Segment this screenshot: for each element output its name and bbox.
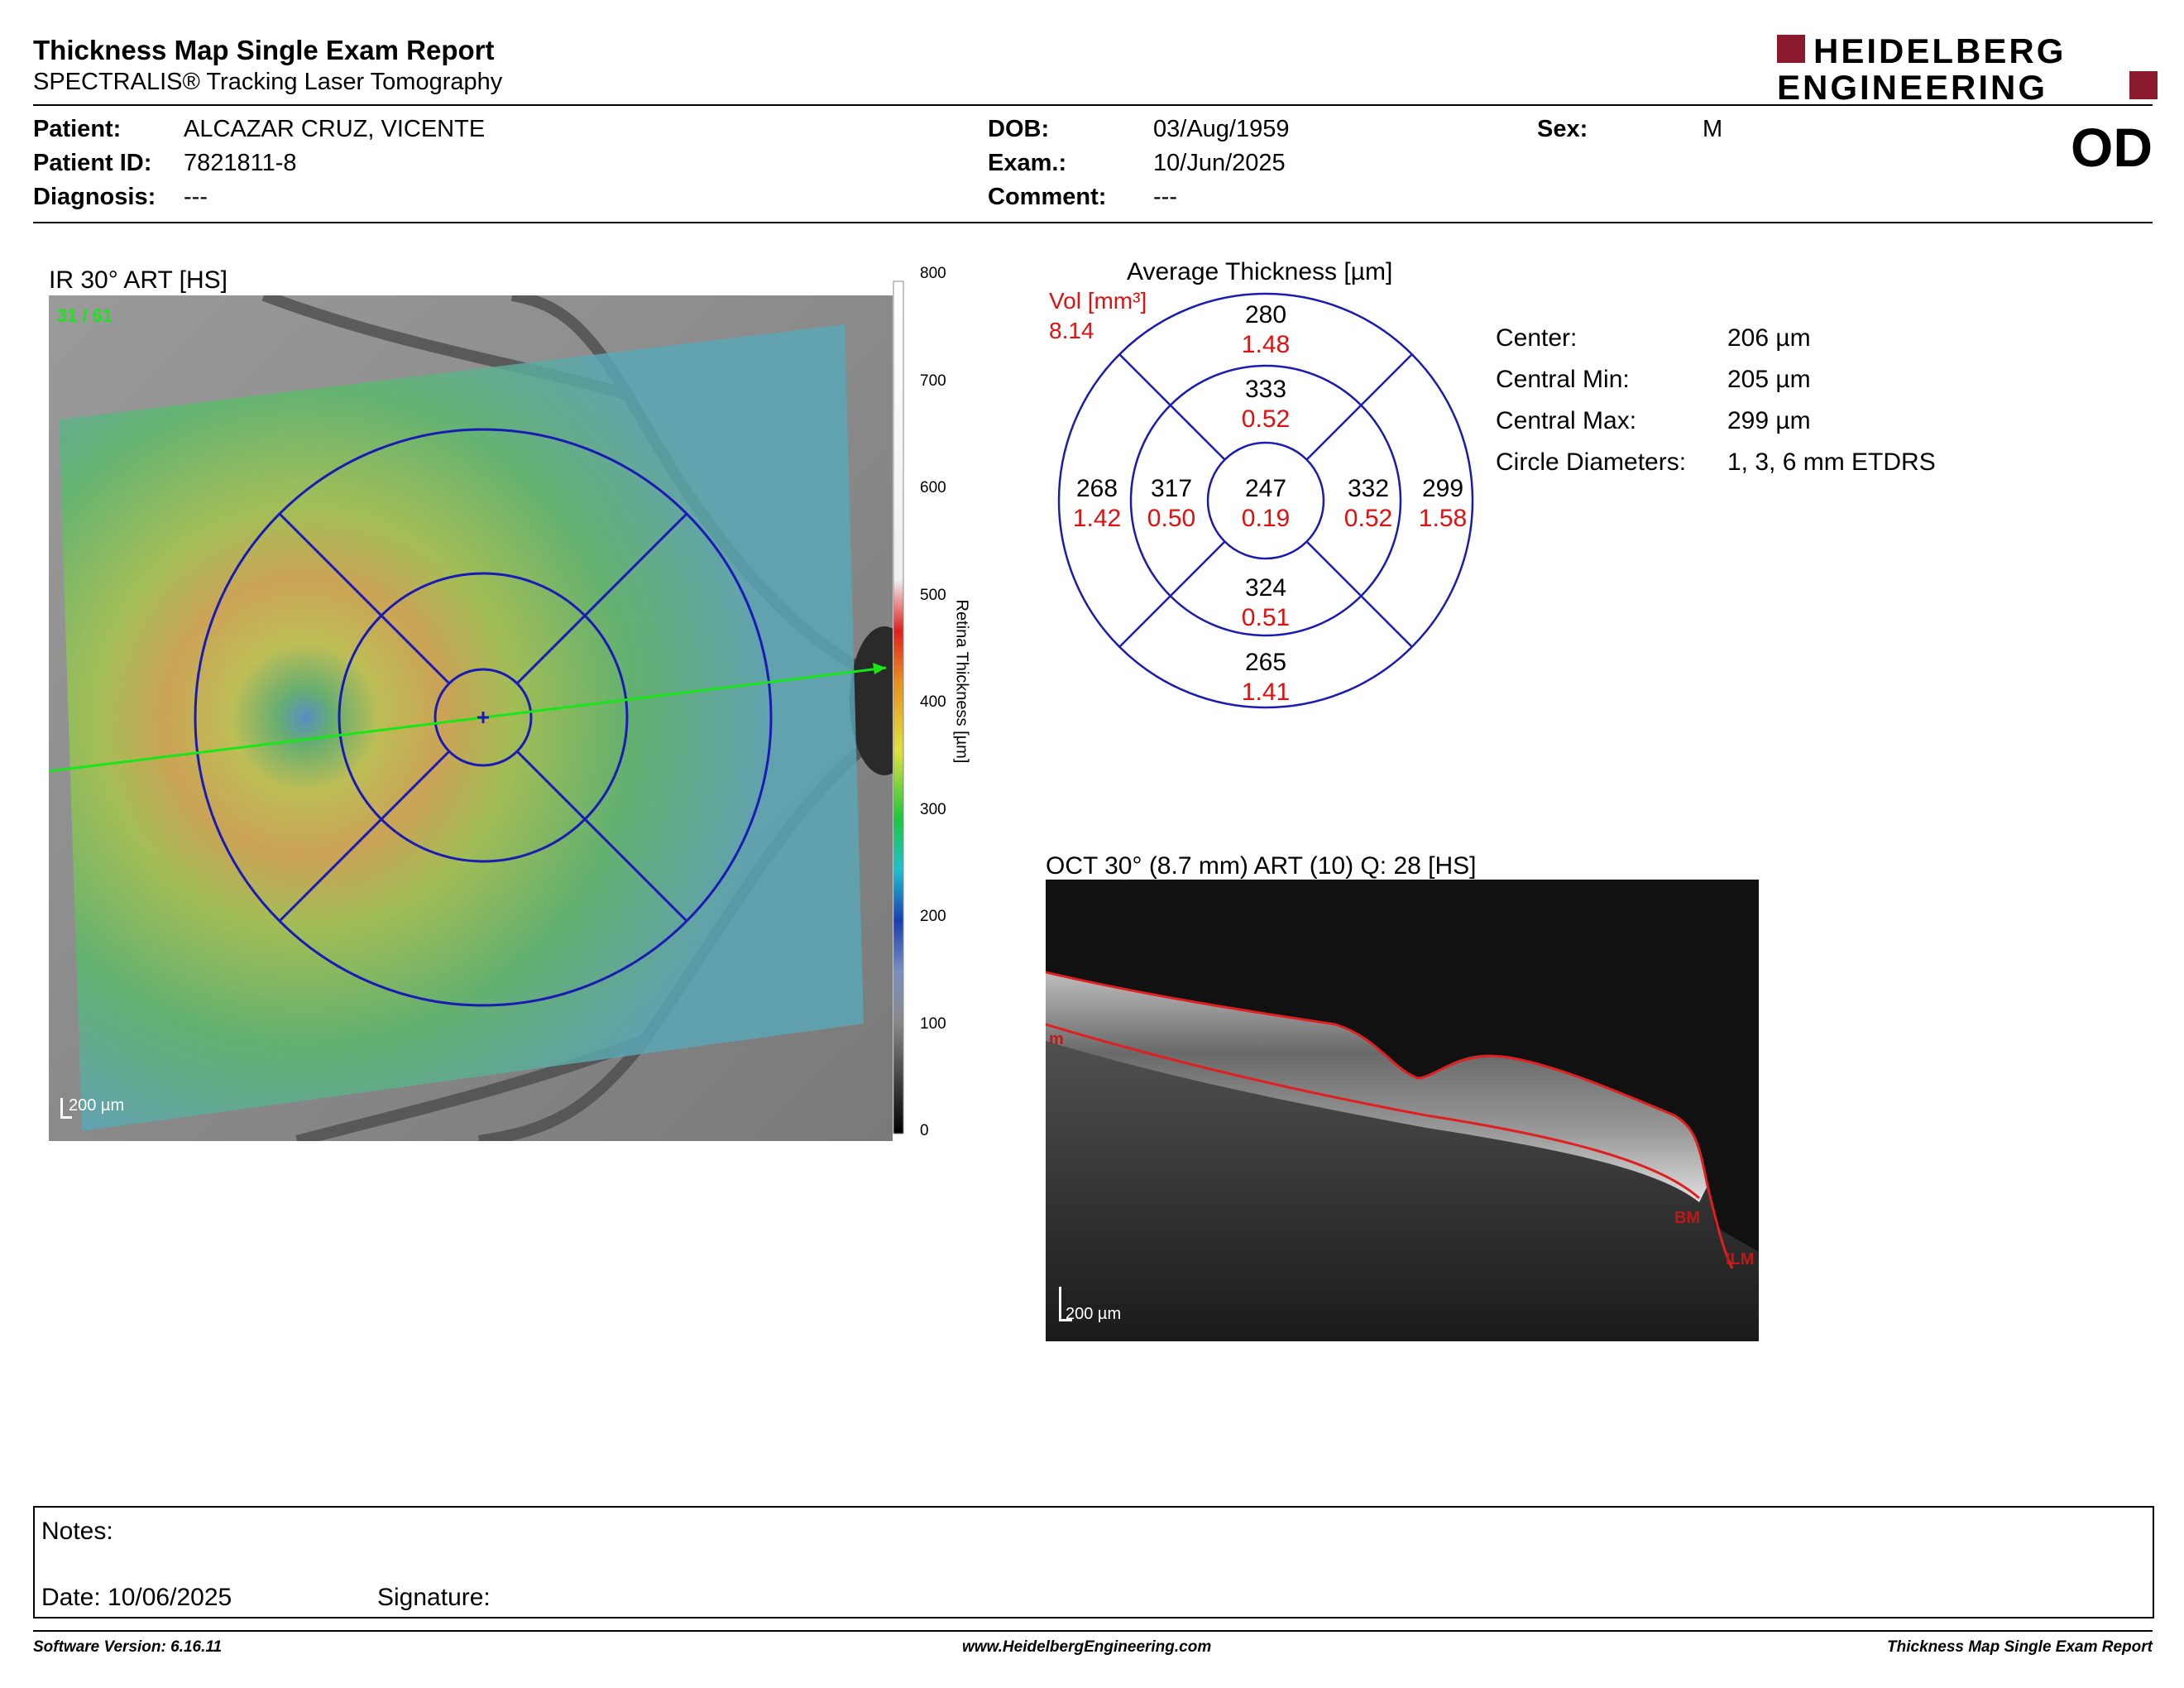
inner-superior-volume: 0.52 (1241, 405, 1291, 433)
inner-temporal-volume: 0.50 (1147, 505, 1196, 532)
inner-nasal-thickness: 332 (1347, 475, 1390, 502)
center-thickness: 247 (1244, 475, 1287, 502)
sex-label: Sex: (1537, 116, 1588, 142)
signature-label: Signature: (377, 1584, 491, 1611)
date-label: Date: 10/06/2025 (41, 1584, 232, 1611)
notes-label: Notes: (41, 1518, 113, 1545)
oct-title: OCT 30° (8.7 mm) ART (10) Q: 28 [HS] (1046, 852, 1477, 880)
eye-indicator: OD (2071, 117, 2153, 178)
etdrs-grid (1057, 292, 1474, 709)
colorbar-ticks: 800 700 600 500 400 300 200 100 0 (920, 265, 946, 1139)
bm-label: BM (1674, 1209, 1701, 1227)
circle-diameters-value: 1, 3, 6 mm ETDRS (1727, 448, 1936, 476)
patient-label: Patient: (33, 116, 122, 142)
software-version: Software Version: 6.16.11 (33, 1638, 223, 1656)
outer-temporal-thickness: 268 (1075, 475, 1118, 502)
report-subtitle: SPECTRALIS® Tracking Laser Tomography (33, 69, 503, 95)
svg-text:ENGINEERING: ENGINEERING (1777, 68, 2048, 103)
patient-divider (33, 222, 2153, 223)
outer-superior-thickness: 280 (1244, 301, 1287, 328)
inner-inferior-volume: 0.51 (1241, 604, 1291, 631)
diagnosis-label: Diagnosis: (33, 184, 156, 210)
center-volume: 0.19 (1241, 505, 1291, 532)
vol-label: Vol [mm³] (1049, 288, 1147, 314)
center-stat-value: 206 µm (1727, 324, 1811, 352)
dob-value: 03/Aug/1959 (1153, 116, 1290, 142)
outer-inferior-thickness: 265 (1244, 649, 1287, 676)
notes-box: Notes: Date: 10/06/2025 Signature: (33, 1506, 2154, 1618)
vol-total: 8.14 (1049, 318, 1094, 343)
optic-disc (850, 626, 893, 775)
ir-image-title: IR 30° ART [HS] (49, 266, 228, 294)
left-layer-label: m (1049, 1030, 1064, 1048)
comment-label: Comment: (988, 184, 1107, 210)
ilm-line (1046, 971, 1734, 1269)
oct-bscan-image: m BM ILM 200 µm (1046, 880, 1759, 1341)
report-title: Thickness Map Single Exam Report (33, 35, 495, 65)
outer-inferior-volume: 1.41 (1241, 679, 1291, 706)
exam-value: 10/Jun/2025 (1153, 150, 1286, 176)
outer-temporal-volume: 1.42 (1072, 505, 1122, 532)
ilm-label: ILM (1726, 1250, 1755, 1268)
outer-nasal-thickness: 299 (1421, 475, 1464, 502)
central-min-value: 205 µm (1727, 366, 1811, 393)
central-min-label: Central Min: (1496, 366, 1630, 393)
thickness-map-image: 31 / 61 200 µm (49, 295, 893, 1141)
sex-value: M (1703, 116, 1723, 142)
center-stat-label: Center: (1496, 324, 1578, 352)
scale-bar (60, 1098, 63, 1118)
footer-report-name: Thickness Map Single Exam Report (1887, 1638, 2153, 1656)
outer-superior-volume: 1.48 (1241, 331, 1291, 358)
footer-divider (33, 1630, 2153, 1632)
patient-id-label: Patient ID: (33, 150, 152, 176)
colorbar-label: Retina Thickness [µm] (952, 599, 971, 764)
thickness-stats: Center: 206 µm Central Min: 205 µm Central… (1496, 324, 1992, 490)
outer-nasal-volume: 1.58 (1418, 505, 1468, 532)
oct-scale-label: 200 µm (1066, 1305, 1122, 1323)
inner-superior-thickness: 333 (1244, 376, 1287, 403)
oct-scale-bar (1059, 1287, 1061, 1321)
frame-counter: 31 / 61 (57, 305, 113, 326)
inner-inferior-thickness: 324 (1244, 574, 1287, 602)
central-max-value: 299 µm (1727, 407, 1811, 434)
central-max-label: Central Max: (1496, 407, 1637, 434)
inner-temporal-thickness: 317 (1150, 475, 1193, 502)
heidelberg-logo: HEIDELBERG ENGINEERING (1777, 33, 2158, 103)
scale-label: 200 µm (69, 1096, 125, 1115)
svg-text:HEIDELBERG: HEIDELBERG (1813, 33, 2066, 70)
website-link[interactable]: www.HeidelbergEngineering.com (962, 1638, 1212, 1656)
etdrs-title: Average Thickness [µm] (1127, 258, 1393, 285)
dob-label: DOB: (988, 116, 1050, 142)
thickness-colorbar (893, 281, 904, 1134)
comment-value: --- (1153, 184, 1177, 210)
header-divider (33, 104, 2153, 106)
patient-name: ALCAZAR CRUZ, VICENTE (184, 116, 486, 142)
etdrs-grid-overlay (49, 428, 887, 1007)
circle-diameters-label: Circle Diameters: (1496, 448, 1687, 476)
exam-label: Exam.: (988, 150, 1067, 176)
inner-nasal-volume: 0.52 (1343, 505, 1393, 532)
patient-id-value: 7821811-8 (184, 150, 297, 176)
bm-line (1046, 1023, 1701, 1200)
diagnosis-value: --- (184, 184, 208, 210)
